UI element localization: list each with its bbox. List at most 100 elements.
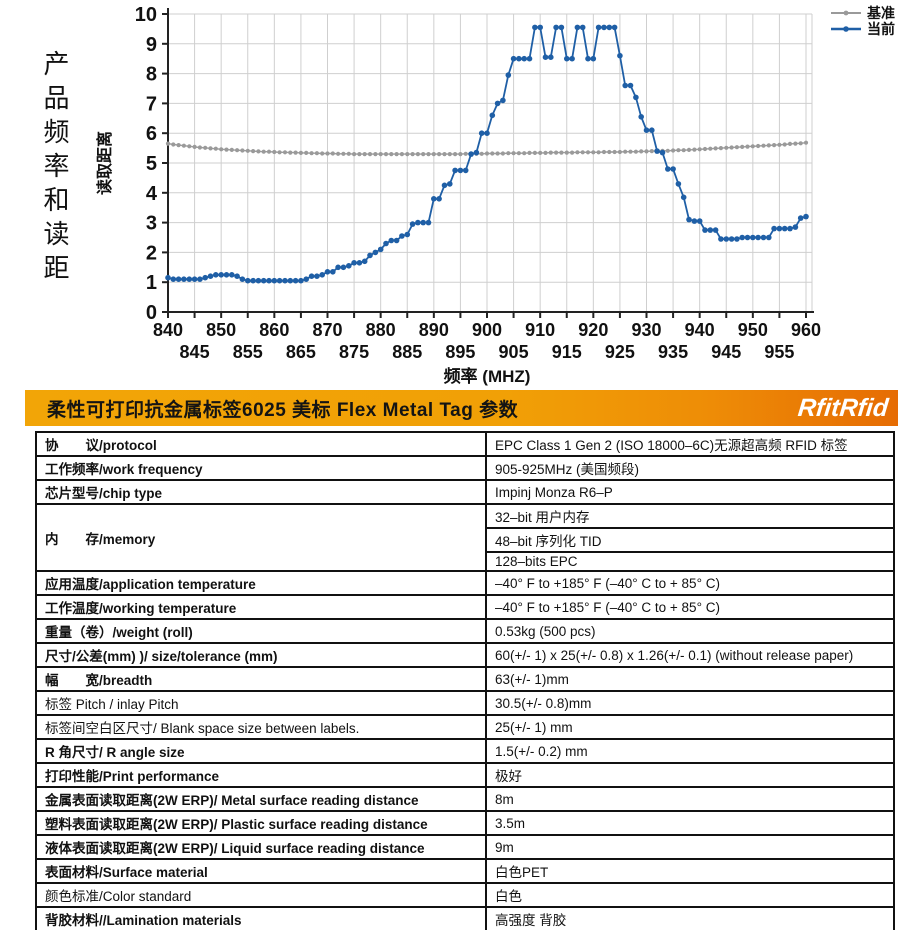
spec-value: 极好 bbox=[485, 762, 895, 788]
table-row: 金属表面读取距离(2W ERP)/ Metal surface reading … bbox=[35, 786, 895, 812]
spec-label: 幅 宽/breadth bbox=[35, 666, 487, 692]
brand-logo: RfitRfid bbox=[796, 393, 890, 422]
spec-value: 32–bit 用户内存 bbox=[485, 503, 895, 529]
legend-label-current: 当前 bbox=[867, 21, 895, 37]
spec-label: 芯片型号/chip type bbox=[35, 479, 487, 505]
table-row: 标签间空白区尺寸/ Blank space size between label… bbox=[35, 714, 895, 740]
spec-label: R 角尺寸/ R angle size bbox=[35, 738, 487, 764]
table-row: 背胶材料//Lamination materials 高强度 背胶 bbox=[35, 906, 895, 930]
svg-text:960: 960 bbox=[791, 320, 821, 340]
svg-text:6: 6 bbox=[146, 123, 157, 145]
table-row: 协 议/protocol EPC Class 1 Gen 2 (ISO 18000… bbox=[35, 431, 895, 457]
svg-text:885: 885 bbox=[392, 342, 422, 362]
spec-value: 48–bit 序列化 TID bbox=[485, 527, 895, 553]
spec-value: 30.5(+/- 0.8)mm bbox=[485, 690, 895, 716]
table-row: 颜色标准/Color standard 白色 bbox=[35, 882, 895, 908]
svg-text:2: 2 bbox=[146, 242, 157, 264]
table-row: 表面材料/Surface material 白色PET bbox=[35, 858, 895, 884]
svg-text:855: 855 bbox=[233, 342, 263, 362]
spec-value: –40° F to +185° F (–40° C to + 85° C) bbox=[485, 594, 895, 620]
spec-value: 128–bits EPC bbox=[485, 551, 895, 572]
svg-text:915: 915 bbox=[552, 342, 582, 362]
svg-text:850: 850 bbox=[206, 320, 236, 340]
svg-text:5: 5 bbox=[146, 153, 157, 175]
spec-value: 白色 bbox=[485, 882, 895, 908]
baseline-line-marker-icon bbox=[831, 10, 861, 16]
svg-text:0: 0 bbox=[146, 302, 157, 324]
spec-label: 内 存/memory bbox=[35, 503, 487, 572]
spec-label: 金属表面读取距离(2W ERP)/ Metal surface reading … bbox=[35, 786, 487, 812]
legend-item-current: 当前 bbox=[830, 21, 895, 37]
spec-label: 工作频率/work frequency bbox=[35, 455, 487, 481]
spec-value: 9m bbox=[485, 834, 895, 860]
spec-label: 应用温度/application temperature bbox=[35, 570, 487, 596]
spec-value: 3.5m bbox=[485, 810, 895, 836]
svg-text:900: 900 bbox=[472, 320, 502, 340]
table-row: 工作频率/work frequency 905-925MHz (美国频段) bbox=[35, 455, 895, 481]
spec-label: 标签间空白区尺寸/ Blank space size between label… bbox=[35, 714, 487, 740]
svg-text:945: 945 bbox=[711, 342, 741, 362]
table-row: 应用温度/application temperature –40° F to +1… bbox=[35, 570, 895, 596]
svg-text:895: 895 bbox=[445, 342, 475, 362]
svg-text:840: 840 bbox=[153, 320, 183, 340]
svg-text:860: 860 bbox=[259, 320, 289, 340]
spec-label: 背胶材料//Lamination materials bbox=[35, 906, 487, 930]
spec-value: 白色PET bbox=[485, 858, 895, 884]
banner-title: 柔性可打印抗金属标签6025 美标 Flex Metal Tag 参数 bbox=[47, 399, 519, 421]
legend-label-baseline: 基准 bbox=[867, 5, 895, 21]
svg-text:8: 8 bbox=[146, 64, 157, 86]
spec-value: 63(+/- 1)mm bbox=[485, 666, 895, 692]
spec-value: 905-925MHz (美国频段) bbox=[485, 455, 895, 481]
svg-text:955: 955 bbox=[764, 342, 794, 362]
spec-value: 25(+/- 1) mm bbox=[485, 714, 895, 740]
spec-label: 重量（卷）/weight (roll) bbox=[35, 618, 487, 644]
spec-value: 高强度 背胶 bbox=[485, 906, 895, 930]
table-row: 尺寸/公差(mm) )/ size/tolerance (mm) 60(+/- 1… bbox=[35, 642, 895, 668]
svg-text:880: 880 bbox=[366, 320, 396, 340]
svg-text:890: 890 bbox=[419, 320, 449, 340]
spec-label: 塑料表面读取距离(2W ERP)/ Plastic surface readin… bbox=[35, 810, 487, 836]
series-baseline bbox=[165, 140, 809, 157]
svg-text:925: 925 bbox=[605, 342, 635, 362]
svg-text:940: 940 bbox=[685, 320, 715, 340]
x-axis-title: 频率 (MHZ) bbox=[444, 366, 531, 386]
svg-text:845: 845 bbox=[180, 342, 210, 362]
table-row: 芯片型号/chip type Impinj Monza R6–P bbox=[35, 479, 895, 505]
spec-label: 标签 Pitch / inlay Pitch bbox=[35, 690, 487, 716]
spec-label: 表面材料/Surface material bbox=[35, 858, 487, 884]
svg-text:865: 865 bbox=[286, 342, 316, 362]
svg-text:950: 950 bbox=[738, 320, 768, 340]
table-row: 塑料表面读取距离(2W ERP)/ Plastic surface readin… bbox=[35, 810, 895, 836]
svg-text:910: 910 bbox=[525, 320, 555, 340]
table-row: 内 存/memory 32–bit 用户内存 bbox=[35, 503, 895, 572]
table-row: 工作温度/working temperature –40° F to +185° … bbox=[35, 594, 895, 620]
svg-text:930: 930 bbox=[631, 320, 661, 340]
vertical-title: 产品频率和读距 bbox=[39, 50, 69, 288]
spec-label: 工作温度/working temperature bbox=[35, 594, 487, 620]
chart-section: 0 1 2 3 4 5 6 7 8 9 10 840 850 860 870 880 890 900 910 920 9… bbox=[0, 0, 898, 388]
svg-text:9: 9 bbox=[146, 34, 157, 56]
svg-text:935: 935 bbox=[658, 342, 688, 362]
legend-item-baseline: 基准 bbox=[830, 5, 895, 21]
spec-table: 协 议/protocol EPC Class 1 Gen 2 (ISO 18000… bbox=[35, 431, 895, 930]
table-row: 液体表面读取距离(2W ERP)/ Liquid surface reading… bbox=[35, 834, 895, 860]
chart-legend: 基准 当前 bbox=[830, 5, 895, 37]
spec-value: –40° F to +185° F (–40° C to + 85° C) bbox=[485, 570, 895, 596]
table-row: 重量（卷）/weight (roll) 0.53kg (500 pcs) bbox=[35, 618, 895, 644]
spec-value: EPC Class 1 Gen 2 (ISO 18000–6C)无源超高频 RF… bbox=[485, 431, 895, 457]
table-row: R 角尺寸/ R angle size 1.5(+/- 0.2) mm bbox=[35, 738, 895, 764]
svg-text:905: 905 bbox=[499, 342, 529, 362]
spec-value: 0.53kg (500 pcs) bbox=[485, 618, 895, 644]
spec-value: 8m bbox=[485, 786, 895, 812]
spec-label: 协 议/protocol bbox=[35, 431, 487, 457]
table-row: 幅 宽/breadth 63(+/- 1)mm bbox=[35, 666, 895, 692]
gridlines bbox=[168, 13, 813, 312]
spec-label: 颜色标准/Color standard bbox=[35, 882, 487, 908]
svg-text:920: 920 bbox=[578, 320, 608, 340]
svg-text:875: 875 bbox=[339, 342, 369, 362]
svg-text:1: 1 bbox=[146, 272, 157, 294]
svg-text:7: 7 bbox=[146, 93, 157, 115]
